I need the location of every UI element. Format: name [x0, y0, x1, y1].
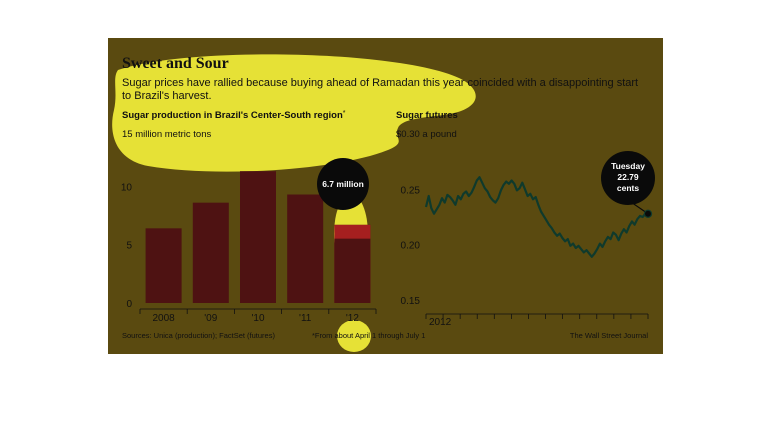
line-end-point [643, 209, 653, 218]
bar-y-tick-label: 0 [126, 299, 132, 310]
line-callout-line-1: Tuesday [611, 161, 645, 171]
bar-x-tick-label: '11 [299, 313, 312, 324]
bar-x-tick-label: '09 [204, 313, 217, 324]
credit-line: The Wall Street Journal [570, 331, 648, 340]
bar-chart-unit-label: 15 million metric tons [122, 129, 211, 140]
bar [192, 202, 229, 303]
line-series [424, 176, 649, 258]
line-y-tick-label: 0.15 [401, 296, 421, 307]
header-highlight [112, 54, 476, 172]
bar [287, 194, 324, 303]
subtitle-line-2: to Brazil's harvest. [122, 90, 212, 102]
chart-card: Sweet and Sour Sugar prices have rallied… [108, 38, 663, 354]
highlighted-bar-base [334, 238, 371, 303]
bar-x-tick-label: '10 [251, 313, 264, 324]
line-chart-unit-label: $0.30 a pound [396, 129, 457, 140]
line-y-tick-label: 0.20 [401, 241, 421, 252]
line-x-tick-label: 2012 [429, 317, 452, 328]
line-callout-line-2: 22.79 [617, 172, 639, 182]
page-title: Sweet and Sour [122, 55, 229, 72]
line-y-tick-label: 0.25 [401, 185, 421, 196]
chart-canvas: Sweet and Sour Sugar prices have rallied… [112, 54, 655, 352]
bar-x-tick-label: '12 [346, 313, 359, 324]
line-chart: 0.25 0.20 0.15 2012 [401, 176, 653, 328]
axis-label-highlight [337, 320, 371, 352]
subtitle-line-1: Sugar prices have rallied because buying… [122, 77, 638, 89]
bar-callout-bubble [317, 158, 369, 210]
line-callout-line-3: cents [617, 183, 639, 193]
bar-chart: 0 5 10 2008 '09 '10 '11 '12 [121, 171, 377, 324]
bar-x-tick-label: 2008 [152, 313, 175, 324]
bar-chart-title: Sugar production in Brazil's Center-Sout… [122, 110, 346, 121]
footnote: *From about April 1 through July 1 [312, 331, 425, 340]
line-callout-bubble [601, 151, 655, 205]
sources-note: Sources: Unica (production); FactSet (fu… [122, 331, 275, 340]
bar-y-tick-label: 5 [126, 241, 132, 252]
line-callout: Tuesday 22.79 cents [601, 151, 655, 205]
bar-y-tick-label: 10 [121, 182, 133, 193]
bar [240, 171, 276, 303]
line-chart-title: Sugar futures [396, 110, 458, 121]
bar-callout-label: 6.7 million [322, 179, 364, 189]
bar-callout: 6.7 million [317, 158, 369, 210]
bar [145, 228, 182, 303]
